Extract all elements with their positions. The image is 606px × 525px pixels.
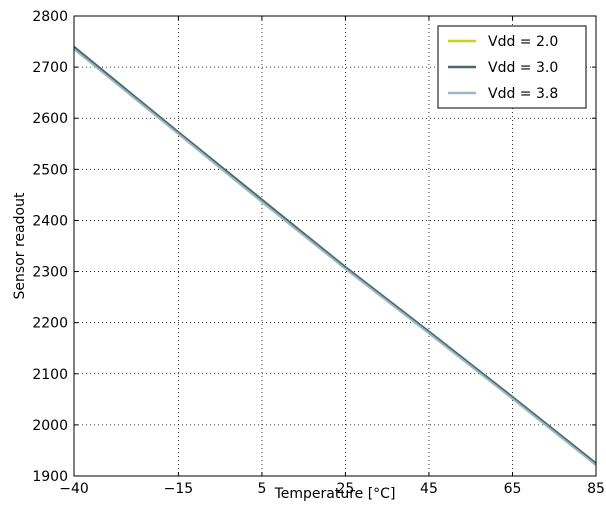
series-line-2	[73, 48, 597, 467]
y-tick-label: 1900	[32, 469, 68, 485]
legend-label-1: Vdd = 3.0	[488, 60, 558, 76]
y-tick-label: 2000	[32, 418, 68, 434]
legend: Vdd = 2.0 Vdd = 3.0 Vdd = 3.8	[437, 25, 587, 109]
y-tick-label: 2200	[32, 316, 68, 332]
x-tick-label: 85	[587, 481, 605, 497]
x-tick-label: 45	[420, 481, 438, 497]
x-tick-label: 5	[257, 481, 266, 497]
axis-ticks: −40 −15 5 25 45 65 85 1900 2000 2100 2200 2300 2400 2…	[32, 9, 605, 497]
y-axis-label: Sensor readout	[12, 192, 28, 299]
y-tick-label: 2600	[32, 111, 68, 127]
y-tick-label: 2300	[32, 265, 68, 281]
series-lines	[73, 45, 597, 467]
x-axis-label: Temperature [°C]	[274, 486, 396, 502]
plot-frame	[73, 15, 597, 477]
y-tick-label: 2400	[32, 213, 68, 229]
x-tick-label: −15	[164, 481, 194, 497]
y-tick-label: 2500	[32, 162, 68, 178]
y-tick-label: 2800	[32, 9, 68, 25]
legend-items: Vdd = 2.0 Vdd = 3.0 Vdd = 3.8	[448, 34, 558, 102]
y-tick-label: 2100	[32, 367, 68, 383]
legend-label-0: Vdd = 2.0	[488, 34, 558, 50]
x-tick-label: 65	[504, 481, 522, 497]
x-tick-label: 25	[337, 481, 355, 497]
x-tick-label: −40	[59, 481, 89, 497]
series-line-1	[73, 45, 597, 465]
y-tick-label: 2700	[32, 60, 68, 76]
legend-label-2: Vdd = 3.8	[488, 86, 558, 102]
